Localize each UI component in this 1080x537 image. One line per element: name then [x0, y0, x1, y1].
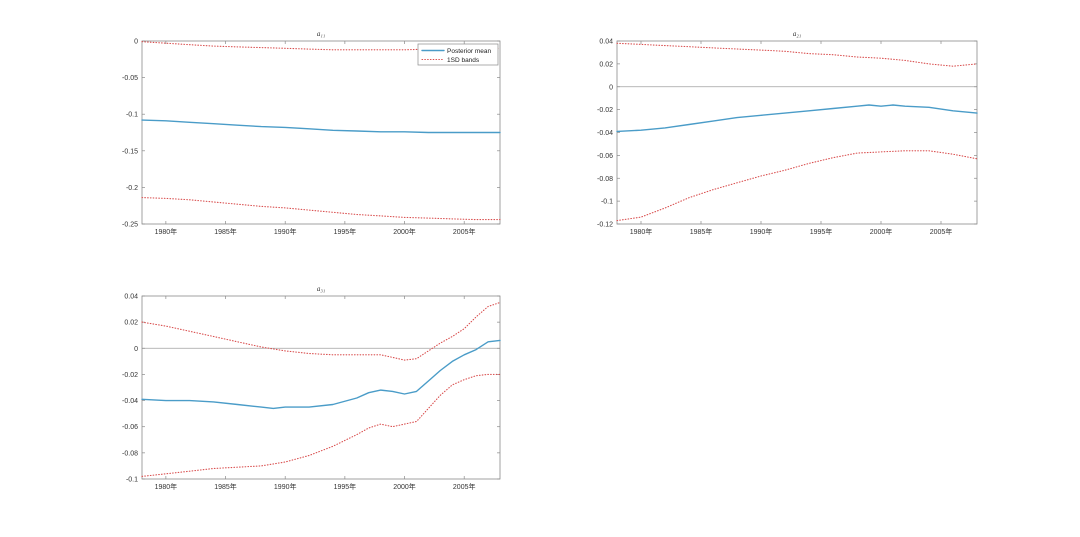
y-tick-label: -0.02: [597, 107, 613, 114]
y-tick-label: -0.06: [122, 424, 138, 431]
axes-box: [141, 295, 501, 480]
chart-panel-2: 1980年 1985年 1990年 1995年 2000年 2005年 0.04 0.02 0 -…: [597, 30, 978, 236]
y-tick-label: -0.12: [597, 222, 613, 229]
legend: Posterior mean 1SD bands: [417, 43, 499, 66]
x-tick-label: 1980年: [155, 482, 178, 491]
x-tick-label: 1985年: [214, 482, 237, 491]
y-tick-label: 0.02: [124, 320, 138, 327]
legend-label: Posterior mean: [447, 48, 491, 55]
upper-1sd-band-line: [616, 42, 978, 67]
y-tick-label: -0.2: [126, 185, 138, 192]
y-tick-label: 0: [609, 84, 613, 91]
y-tick-label: 0.04: [124, 294, 138, 301]
x-tick-label: 1995年: [334, 227, 357, 236]
posterior-mean-line: [616, 104, 978, 133]
y-tick-label: -0.04: [122, 398, 138, 405]
x-tick-label: 1980年: [630, 227, 653, 236]
y-tick-label: -0.08: [122, 450, 138, 457]
axes-box: [616, 40, 978, 225]
posterior-mean-line: [141, 119, 501, 134]
chart-panel-3: 1980年 1985年 1990年 1995年 2000年 2005年 0.04 0.02 0 -…: [122, 285, 501, 491]
x-tick-label: 2000年: [870, 227, 893, 236]
y-tick-label: -0.05: [122, 75, 138, 82]
y-tick-label: -0.1: [126, 112, 138, 119]
panel-title: a₃₁: [317, 285, 325, 293]
y-tick-label: 0: [134, 346, 138, 353]
chart-panel-1: 1980年 1985年 1990年 1995年 2000年 2005年 0 -0.05 -0.1…: [122, 30, 501, 236]
y-tick-label: 0: [134, 39, 138, 46]
x-tick-label: 1990年: [274, 227, 297, 236]
x-tick-label: 1985年: [690, 227, 713, 236]
x-tick-label: 1985年: [214, 227, 237, 236]
lower-1sd-band-line: [141, 373, 501, 477]
y-tick-label: -0.02: [122, 372, 138, 379]
y-tick-label: -0.06: [597, 153, 613, 160]
x-tick-label: 2005年: [930, 227, 953, 236]
y-tick-label: -0.1: [126, 477, 138, 484]
y-tick-label: 0.02: [599, 61, 613, 68]
y-tick-label: -0.1: [601, 199, 613, 206]
y-tick-label: -0.04: [597, 130, 613, 137]
x-tick-label: 2005年: [453, 227, 476, 236]
panel-title: a₁₁: [317, 30, 325, 38]
legend-box: [417, 43, 499, 66]
legend-label: 1SD bands: [447, 57, 480, 64]
x-tick-label: 2000年: [393, 227, 416, 236]
y-tick-label: -0.25: [122, 222, 138, 229]
x-tick-label: 1995年: [334, 482, 357, 491]
posterior-mean-line: [141, 339, 501, 410]
y-tick-label: -0.08: [597, 176, 613, 183]
upper-1sd-band-line: [141, 41, 501, 51]
x-tick-label: 1990年: [750, 227, 773, 236]
panel-title: a₂₁: [793, 30, 801, 38]
x-tick-label: 2005年: [453, 482, 476, 491]
y-tick-label: 0.04: [599, 39, 613, 46]
lower-1sd-band-line: [141, 197, 501, 221]
x-tick-label: 1980年: [155, 227, 178, 236]
x-tick-label: 1995年: [810, 227, 833, 236]
x-tick-label: 1990年: [274, 482, 297, 491]
x-tick-label: 2000年: [393, 482, 416, 491]
upper-1sd-band-line: [141, 301, 501, 361]
lower-1sd-band-line: [616, 150, 978, 222]
y-tick-label: -0.15: [122, 148, 138, 155]
